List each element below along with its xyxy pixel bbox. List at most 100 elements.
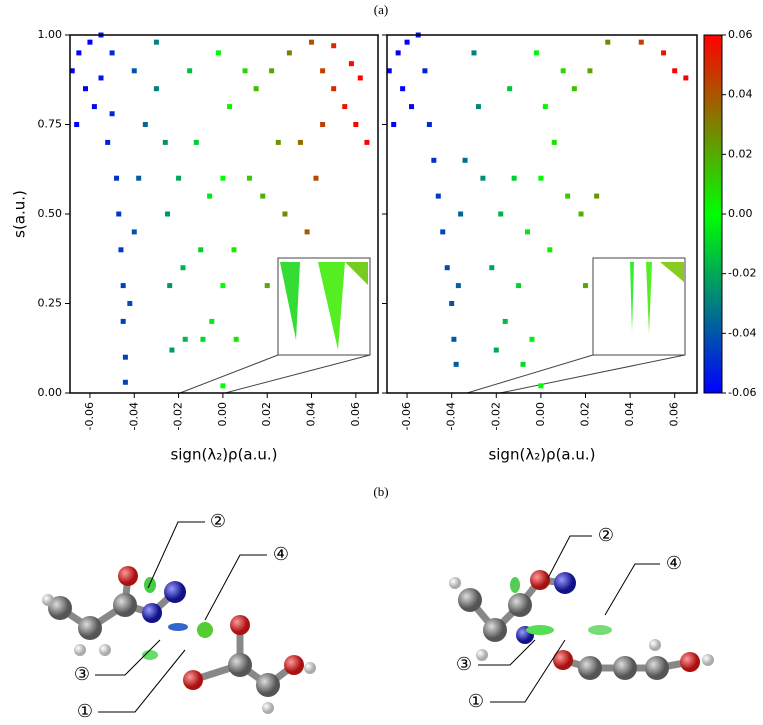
x-tick-label: 0.02 [578, 402, 591, 427]
point [207, 193, 213, 199]
point [98, 75, 104, 81]
callout-circle [595, 525, 617, 547]
point [449, 301, 455, 306]
point [116, 211, 122, 217]
x-tick-label: -0.04 [127, 402, 140, 430]
point [114, 175, 120, 181]
point [533, 50, 539, 56]
colorbar-label: 0.02 [728, 147, 753, 160]
point [120, 283, 126, 289]
point [131, 68, 137, 74]
x-tick-label: -0.04 [445, 402, 458, 430]
point [253, 86, 259, 92]
point [395, 50, 401, 56]
y-tick-label: 0.50 [38, 207, 63, 220]
point [386, 68, 392, 74]
x-tick-label: -0.02 [172, 402, 185, 430]
point [431, 157, 437, 163]
x-tick-label: 0.00 [534, 402, 547, 427]
point [661, 50, 667, 56]
callout-lines [95, 521, 660, 713]
point [164, 211, 170, 217]
y-tick-label: 1.00 [38, 28, 63, 41]
caption: (a) [374, 2, 388, 17]
point [105, 139, 111, 145]
point [538, 383, 544, 389]
point [169, 347, 175, 353]
point [507, 86, 513, 92]
colorbar-label: -0.02 [728, 267, 756, 280]
x-tick-label: -0.06 [83, 402, 96, 430]
point [180, 265, 186, 271]
x-tick-label: 0.02 [260, 402, 273, 427]
point [198, 247, 204, 253]
y-tick-label: 0.75 [38, 118, 63, 131]
x-tick-label: 0.06 [668, 402, 681, 427]
callout-label: ④ [273, 544, 289, 564]
point [331, 43, 337, 49]
callout-circle [465, 691, 487, 713]
x-tick-label: 0.00 [216, 402, 229, 427]
point [74, 122, 80, 127]
point [409, 104, 415, 110]
point [209, 318, 215, 324]
point [162, 139, 168, 145]
point [109, 111, 115, 117]
caption: (b) [373, 484, 388, 499]
point [672, 68, 678, 74]
point [582, 283, 588, 289]
inset [179, 257, 686, 394]
atoms [42, 566, 714, 714]
point [286, 50, 292, 56]
point [357, 75, 363, 81]
plot-area [386, 32, 689, 389]
colorbar [703, 34, 723, 394]
x-tick-label: 0.04 [623, 402, 636, 427]
callout-label: ② [210, 511, 226, 531]
point [605, 39, 611, 45]
point [118, 247, 124, 253]
colorbar-label: 0.04 [728, 88, 753, 101]
callout-label: ③ [74, 664, 90, 684]
point [136, 175, 142, 181]
point [153, 39, 159, 45]
callout-label: ④ [666, 553, 682, 573]
point [489, 265, 495, 271]
point [529, 336, 535, 342]
point [76, 50, 82, 56]
point [304, 229, 310, 235]
point [571, 86, 577, 92]
point [525, 229, 531, 235]
point [275, 139, 281, 145]
callout-label: ② [598, 525, 614, 545]
point [187, 68, 193, 74]
point [520, 361, 526, 367]
colorbar-label: -0.06 [728, 386, 756, 399]
point [364, 139, 370, 145]
point [233, 336, 239, 342]
x-axis-label: sign(λ₂)ρ(a.u.) [488, 446, 595, 464]
point [320, 68, 326, 74]
point [683, 75, 689, 81]
point [122, 354, 128, 360]
point [231, 247, 237, 253]
point [422, 68, 428, 74]
point [560, 68, 566, 74]
point [176, 175, 182, 181]
callout-circle [270, 544, 292, 566]
point [455, 283, 461, 289]
point [502, 318, 508, 324]
point [215, 50, 221, 56]
point [594, 193, 600, 199]
colorbar-label: 0.06 [728, 28, 753, 41]
point [516, 283, 522, 289]
point [227, 104, 233, 110]
point [127, 301, 133, 306]
x-tick-label: 0.06 [349, 402, 362, 427]
point [220, 383, 226, 389]
point [426, 122, 432, 127]
x-axis-label: sign(λ₂)ρ(a.u.) [170, 446, 277, 464]
point [131, 229, 137, 235]
point [120, 318, 126, 324]
point [348, 61, 354, 67]
